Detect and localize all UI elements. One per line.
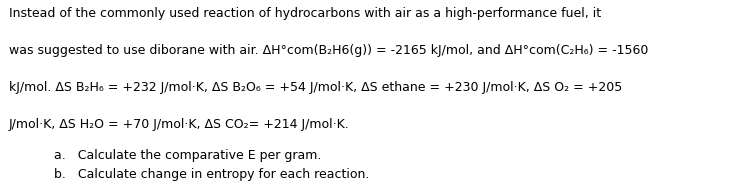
Text: b.   Calculate change in entropy for each reaction.: b. Calculate change in entropy for each … [54, 168, 369, 181]
Text: Instead of the commonly used reaction of hydrocarbons with air as a high-perform: Instead of the commonly used reaction of… [9, 7, 601, 20]
Text: J/mol·K, ΔS H₂O = +70 J/mol·K, ΔS CO₂= +214 J/mol·K.: J/mol·K, ΔS H₂O = +70 J/mol·K, ΔS CO₂= +… [9, 118, 350, 131]
Text: a.   Calculate the comparative E per gram.: a. Calculate the comparative E per gram. [54, 149, 321, 162]
Text: was suggested to use diborane with air. ΔH°com(B₂H6(g)) = -2165 kJ/mol, and ΔH°c: was suggested to use diborane with air. … [9, 44, 648, 57]
Text: kJ/mol. ΔS B₂H₆ = +232 J/mol·K, ΔS B₂O₆ = +54 J/mol·K, ΔS ethane = +230 J/mol·K,: kJ/mol. ΔS B₂H₆ = +232 J/mol·K, ΔS B₂O₆ … [9, 81, 622, 94]
